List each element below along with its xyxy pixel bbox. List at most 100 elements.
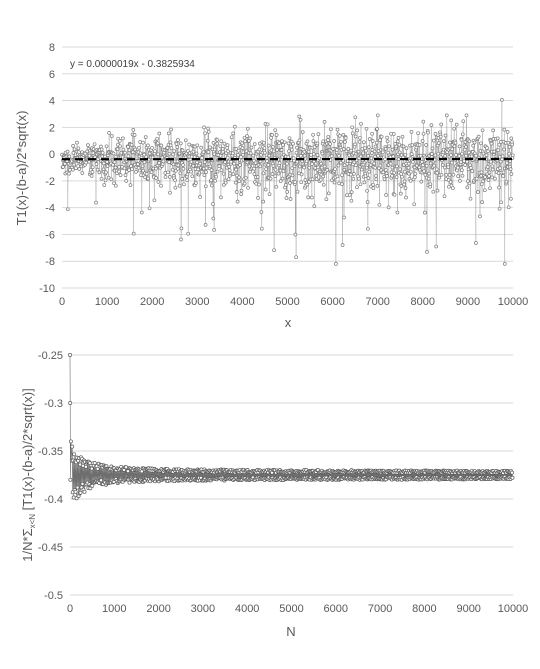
chart-1-data-point <box>112 160 117 164</box>
chart-1-data-point <box>94 200 98 205</box>
chart-1-data-point <box>134 170 138 174</box>
chart-1-data-point <box>396 136 401 140</box>
chart-1-data-point <box>238 163 242 167</box>
c2-x-tick-label: 5000 <box>279 603 303 615</box>
chart-1-data-point <box>406 161 411 166</box>
c1-y-tick-label: 8 <box>49 42 55 54</box>
chart-2-data-point <box>82 489 87 494</box>
chart-1-data-point <box>191 149 196 154</box>
chart-1-data-point <box>349 172 353 177</box>
chart-1-data-point <box>211 202 215 206</box>
chart-1-data-point <box>168 190 172 195</box>
chart-1-data-point <box>208 145 212 150</box>
chart-1-data-point <box>206 129 211 134</box>
chart-1-data-point <box>317 156 322 161</box>
chart-1-x-axis-title: x <box>285 315 292 330</box>
chart-1-data-point <box>126 154 131 159</box>
chart-2-data-point <box>510 470 514 475</box>
chart-1-data-point <box>92 142 97 147</box>
chart-1-data-point <box>178 141 183 146</box>
chart-1-data-point <box>499 200 503 205</box>
chart-1-data-point <box>223 180 228 185</box>
chart-1-data-point <box>311 139 316 144</box>
chart-1-data-point <box>505 161 509 166</box>
chart-1-data-point <box>76 146 81 151</box>
chart-1-data-point <box>316 132 321 136</box>
chart-1-data-point <box>101 161 106 166</box>
chart-1-data-point <box>129 142 134 147</box>
chart-1-data-point <box>431 138 436 143</box>
chart-1-data-point <box>149 170 154 174</box>
chart-1-data-point <box>154 166 158 171</box>
chart-1-data-point <box>166 170 170 175</box>
chart-1-data-point <box>399 172 403 176</box>
chart-1-data-point <box>178 171 183 176</box>
chart-2-gridlines <box>70 354 513 596</box>
chart-1-data-point <box>310 177 315 182</box>
chart-1-data-point <box>269 135 273 140</box>
chart-1-data-point <box>283 183 288 187</box>
chart-1-data-point <box>109 134 114 138</box>
chart-1-data-point <box>176 166 180 171</box>
chart-1-data-point <box>400 134 405 139</box>
chart-1-data-point <box>252 158 256 163</box>
chart-2-data-point <box>68 477 73 482</box>
chart-1-data-point <box>358 182 363 187</box>
chart-1-data-point <box>90 170 95 174</box>
chart-1-data-point <box>322 120 327 124</box>
chart-1-data-point <box>346 147 351 151</box>
chart-1-data-point <box>295 159 300 164</box>
chart-1-data-point <box>366 154 371 158</box>
chart-1-data-point <box>169 127 173 132</box>
chart-1-data-point <box>305 139 310 144</box>
chart-1-data-point <box>370 131 374 136</box>
chart-1-data-point <box>293 180 297 185</box>
chart-1-data-point <box>210 183 214 188</box>
chart-1-data-point <box>107 131 111 135</box>
chart-1-data-point <box>225 155 230 160</box>
chart-1-data-point <box>176 163 181 168</box>
chart-1-data-point <box>87 153 92 158</box>
chart-1-data-point <box>436 151 441 156</box>
chart-1-data-point <box>498 166 503 171</box>
chart-1-data-point <box>450 147 455 152</box>
chart-1-data-point <box>485 146 489 150</box>
chart-1-data-point <box>418 153 423 158</box>
chart-1-data-point <box>425 250 429 254</box>
chart-1-data-point <box>163 175 168 179</box>
chart-1-data-point <box>460 151 464 156</box>
chart-1-data-point <box>509 136 514 141</box>
chart-1-data-point <box>352 160 357 165</box>
chart-1-data-point <box>155 136 159 141</box>
chart-1-data-point <box>206 150 211 154</box>
chart-1-data-point <box>190 174 195 179</box>
chart-1-data-point <box>474 176 479 181</box>
chart-1-data-point <box>337 133 342 138</box>
chart-1-data-point <box>374 177 379 182</box>
chart-1-data-point <box>406 165 411 170</box>
chart-1-data-point <box>121 136 125 141</box>
chart-1-data-point <box>446 165 451 170</box>
chart-1-data-point <box>263 187 268 192</box>
chart-1-data-point <box>265 122 270 127</box>
chart-1-data-point <box>277 141 282 145</box>
chart-1-data-point <box>213 178 218 183</box>
chart-1-data-point <box>83 151 88 156</box>
chart-1-data-point <box>318 177 323 182</box>
chart-1-data-point <box>284 196 289 200</box>
chart-1-data-point <box>198 161 203 166</box>
chart-1-data-point <box>147 206 152 211</box>
chart-1-data-point <box>506 205 511 210</box>
chart-1-data-point <box>99 176 104 181</box>
chart-1-data-point <box>199 145 204 150</box>
chart-1-data-point <box>490 167 495 172</box>
chart-1-data-point <box>215 137 220 142</box>
chart-1-data-point <box>167 160 171 164</box>
chart-1-data-point <box>374 173 378 178</box>
chart-1-data-point <box>382 177 387 181</box>
chart-1-data-point <box>367 169 372 174</box>
chart-1-data-point <box>201 150 206 154</box>
chart-1-data-point <box>508 167 513 171</box>
chart-1-data-point <box>117 138 122 143</box>
